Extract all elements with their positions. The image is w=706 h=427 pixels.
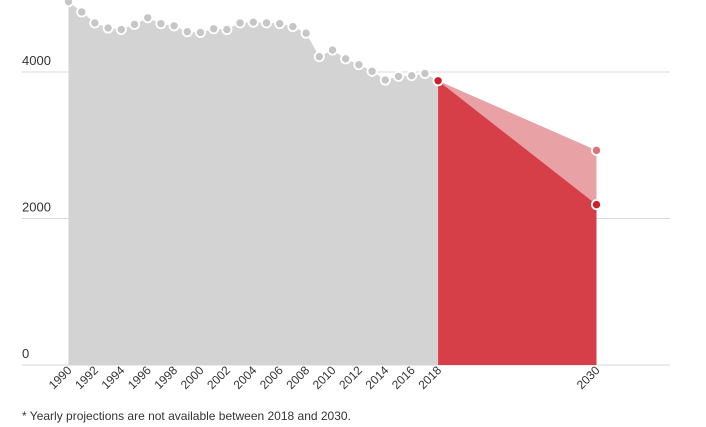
data-point-2015 bbox=[392, 70, 404, 82]
x-tick-label: 2004 bbox=[231, 363, 260, 392]
x-tick-label: 2030 bbox=[574, 363, 603, 392]
x-tick-label: 2016 bbox=[389, 363, 418, 392]
data-point-2013 bbox=[366, 65, 378, 77]
data-point-2017 bbox=[419, 67, 431, 79]
data-point-1995 bbox=[128, 18, 140, 30]
x-tick-label: 2010 bbox=[310, 363, 339, 392]
data-point-1994 bbox=[115, 24, 127, 36]
x-tick-label: 2012 bbox=[336, 363, 365, 392]
projection-upper-point bbox=[591, 144, 603, 156]
x-tick-label: 1996 bbox=[125, 363, 154, 392]
data-point-2012 bbox=[353, 59, 365, 71]
x-tick-label: 1994 bbox=[99, 363, 128, 392]
data-point-2006 bbox=[274, 18, 286, 30]
y-tick-label: 0 bbox=[22, 346, 29, 361]
y-tick-label: 2000 bbox=[22, 200, 51, 215]
x-tick-label: 2014 bbox=[363, 363, 392, 392]
data-point-2011 bbox=[340, 53, 352, 65]
x-axis: 1990199219941996199820002002200420062008… bbox=[46, 363, 603, 392]
data-point-2002 bbox=[221, 24, 233, 36]
point-layer bbox=[63, 0, 603, 211]
area-layer bbox=[68, 1, 597, 366]
data-point-1999 bbox=[181, 26, 193, 38]
y-axis: 0 2000 4000 bbox=[22, 53, 51, 361]
data-point-2000 bbox=[194, 26, 206, 38]
data-point-1996 bbox=[142, 12, 154, 24]
data-point-2003 bbox=[234, 17, 246, 29]
data-point-1991 bbox=[76, 6, 88, 18]
x-tick-label: 2006 bbox=[257, 363, 286, 392]
projection-lower-area bbox=[438, 80, 597, 365]
x-tick-label: 2018 bbox=[415, 363, 444, 392]
x-tick-label: 1998 bbox=[151, 363, 180, 392]
data-point-1997 bbox=[155, 18, 167, 30]
x-tick-label: 2000 bbox=[178, 363, 207, 392]
data-point-2009 bbox=[313, 51, 325, 63]
data-point-2014 bbox=[379, 74, 391, 86]
data-point-1998 bbox=[168, 20, 180, 32]
projection-lower-point bbox=[591, 199, 603, 211]
data-point-2016 bbox=[406, 70, 418, 82]
data-point-2008 bbox=[300, 27, 312, 39]
data-point-2018 bbox=[432, 75, 444, 87]
historical-area bbox=[68, 1, 439, 366]
data-point-1992 bbox=[89, 17, 101, 29]
footnote: * Yearly projections are not available b… bbox=[22, 409, 351, 423]
data-point-2010 bbox=[326, 44, 338, 56]
data-point-2007 bbox=[287, 21, 299, 33]
data-point-2004 bbox=[247, 16, 259, 28]
x-tick-label: 2008 bbox=[283, 363, 312, 392]
data-point-1993 bbox=[102, 22, 114, 34]
data-point-1990 bbox=[63, 0, 74, 8]
x-tick-label: 1992 bbox=[72, 363, 101, 392]
x-tick-label: 2002 bbox=[204, 363, 233, 392]
y-tick-label: 4000 bbox=[22, 53, 51, 68]
data-point-2005 bbox=[260, 17, 272, 29]
data-point-2001 bbox=[208, 23, 220, 35]
x-tick-label: 1990 bbox=[46, 363, 75, 392]
